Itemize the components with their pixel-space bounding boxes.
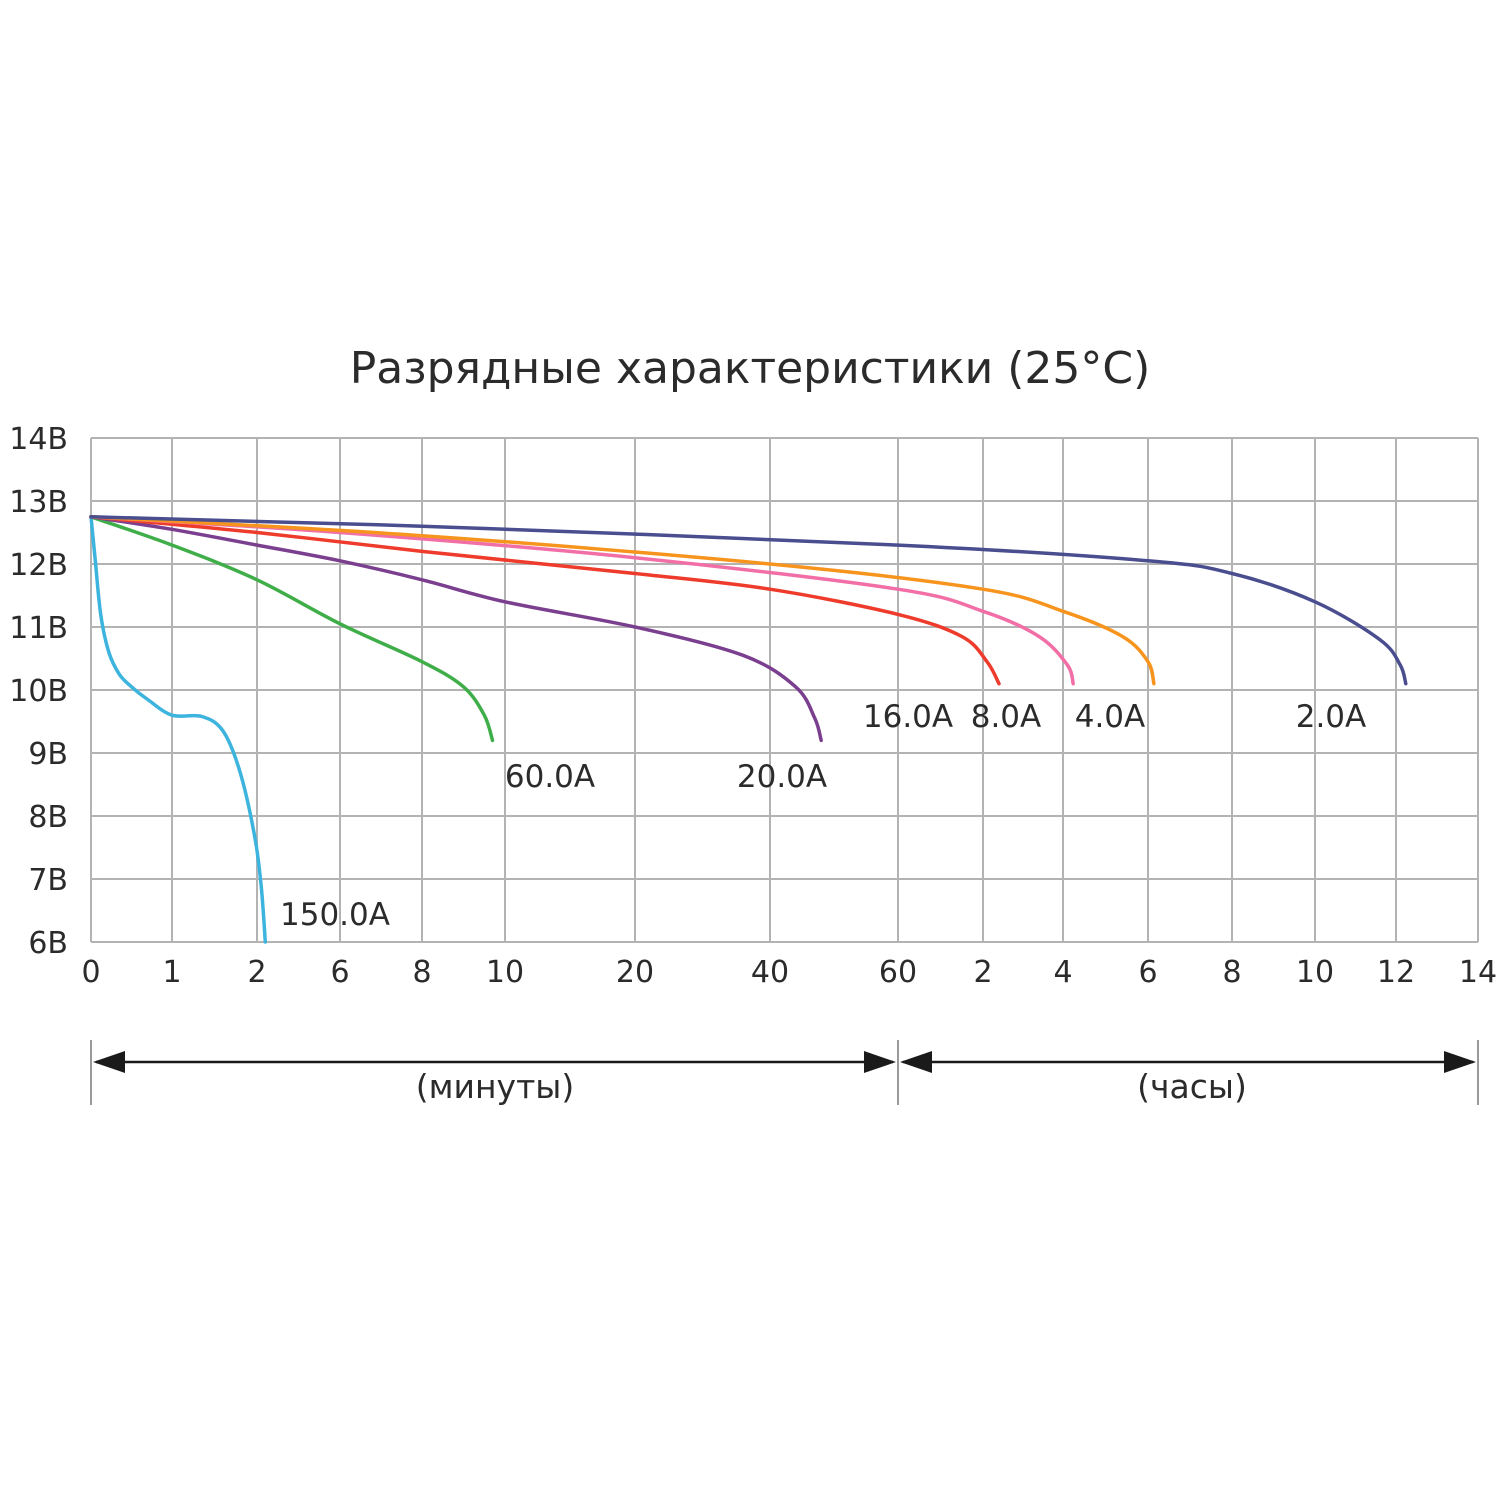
y-tick-label: 9В xyxy=(28,737,68,772)
y-tick-label: 10В xyxy=(9,674,68,709)
x-tick-label: 2 xyxy=(247,955,266,990)
x-tick-label: 8 xyxy=(1222,955,1241,990)
curve-4-0a xyxy=(89,515,1156,686)
curve-label-60-0a: 60.0A xyxy=(505,759,595,795)
discharge-curve-labels: 150.0A 60.0A 20.0A 16.0A 8.0A 4.0A 2.0A xyxy=(280,699,1366,933)
x-tick-label: 40 xyxy=(751,955,789,990)
x-tick-label: 14 xyxy=(1459,955,1497,990)
y-tick-label: 11В xyxy=(9,611,68,646)
x-tick-label: 1 xyxy=(162,955,181,990)
minutes-arrow-left-head xyxy=(93,1051,125,1073)
x-tick-label: 8 xyxy=(412,955,431,990)
curve-60-0a xyxy=(89,515,495,743)
y-tick-label: 6В xyxy=(28,926,68,961)
x-tick-label: 2 xyxy=(973,955,992,990)
x-tick-label: 6 xyxy=(330,955,349,990)
curve-label-16-0a: 16.0A xyxy=(863,699,953,735)
minutes-arrow-right-head xyxy=(864,1051,896,1073)
x-tick-label: 60 xyxy=(879,955,917,990)
x-tick-label: 4 xyxy=(1053,955,1072,990)
curve-label-150-0a: 150.0A xyxy=(280,897,390,933)
y-tick-label: 12В xyxy=(9,548,68,583)
y-tick-label: 8В xyxy=(28,800,68,835)
curve-8-0a xyxy=(89,515,1075,686)
x-tick-label: 10 xyxy=(486,955,524,990)
x-axis-tick-labels: 0 1 2 6 8 10 20 40 60 2 4 6 8 10 12 14 xyxy=(81,955,1497,990)
horizontal-gridlines xyxy=(91,437,1478,943)
x-tick-label: 0 xyxy=(81,955,100,990)
curve-20-0a xyxy=(89,515,823,743)
y-tick-label: 14В xyxy=(9,422,68,457)
hours-arrow-left-head xyxy=(900,1051,932,1073)
chart-title: Разрядные характеристики (25°C) xyxy=(350,343,1151,394)
curve-2-0a xyxy=(89,515,1408,686)
curve-label-2-0a: 2.0A xyxy=(1296,699,1367,735)
y-tick-label: 7В xyxy=(28,863,68,898)
curve-label-20-0a: 20.0A xyxy=(737,759,827,795)
hours-arrow-right-head xyxy=(1444,1051,1476,1073)
x-tick-label: 10 xyxy=(1296,955,1334,990)
curve-label-4-0a: 4.0A xyxy=(1075,699,1146,735)
x-tick-label: 6 xyxy=(1138,955,1157,990)
hours-label: (часы) xyxy=(1137,1067,1247,1106)
discharge-curves xyxy=(89,515,1408,944)
curve-16-0a xyxy=(89,515,1001,686)
minutes-label: (минуты) xyxy=(416,1067,574,1106)
curve-150-0a xyxy=(89,515,268,944)
time-unit-sections: (минуты) (часы) xyxy=(90,1040,1479,1106)
y-axis-tick-labels: 6В 7В 8В 9В 10В 11В 12В 13В 14В xyxy=(9,422,68,961)
x-tick-label: 20 xyxy=(616,955,654,990)
curve-label-8-0a: 8.0A xyxy=(971,699,1042,735)
y-tick-label: 13В xyxy=(9,485,68,520)
x-tick-label: 12 xyxy=(1377,955,1415,990)
